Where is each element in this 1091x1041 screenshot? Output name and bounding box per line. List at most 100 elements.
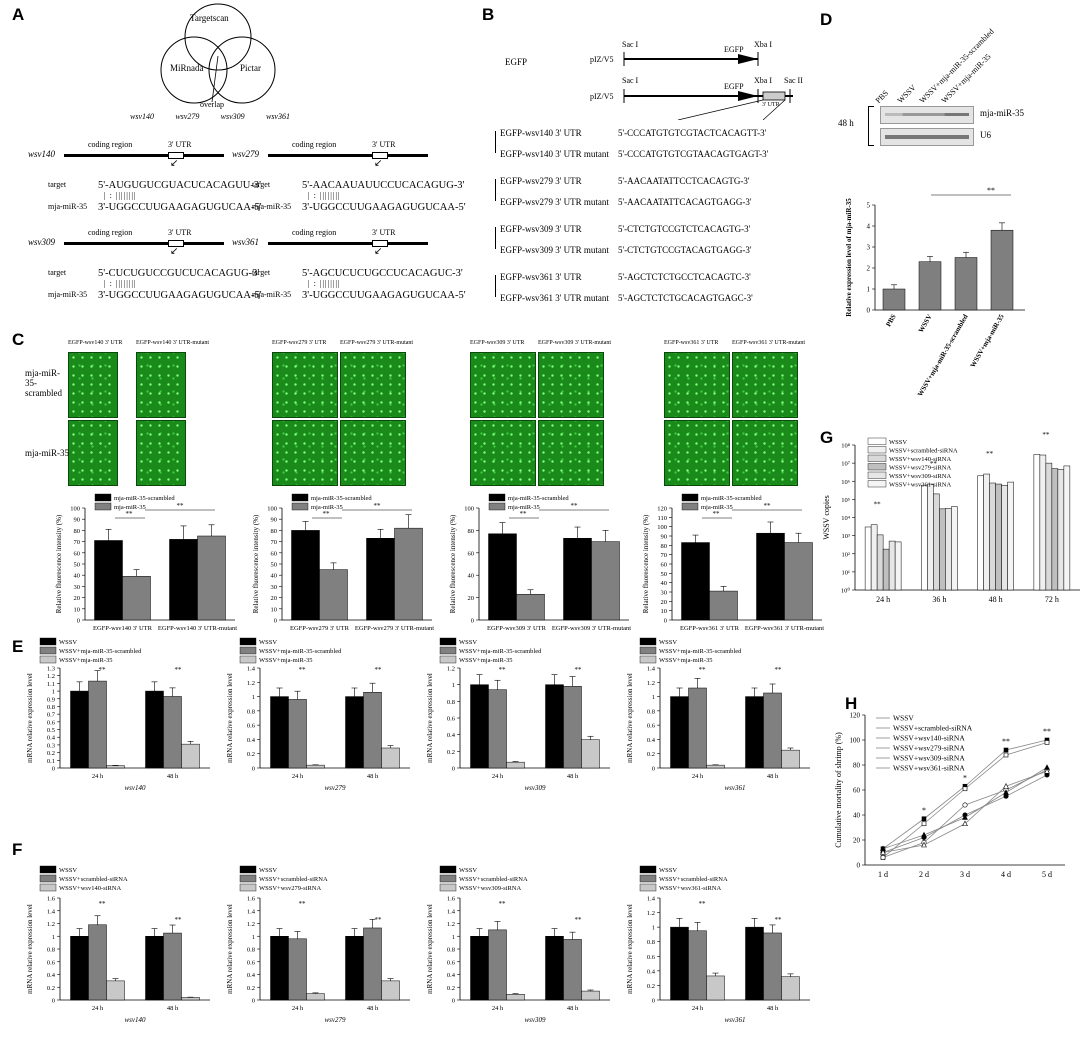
y-tick-label: 10⁸ (841, 443, 851, 450)
sig-mark: ** (874, 501, 882, 509)
legend-swatch (39, 865, 57, 874)
legend-label: mja-miR-35 (701, 504, 733, 511)
blot-bracket (868, 106, 874, 146)
y-tick-label: 1.2 (447, 921, 455, 928)
y-tick-label: 100 (267, 506, 277, 513)
y-tick-label: 0 (77, 618, 80, 625)
micrograph-header: EGFP-wsv279 3' UTR (272, 340, 327, 346)
construct-name: EGFP-wsv279 3' UTR (500, 176, 582, 186)
y-tick-label: 0.6 (447, 959, 456, 966)
legend-swatch (867, 480, 887, 488)
sig-mark: ** (699, 900, 707, 908)
sig-mark: ** (930, 460, 938, 468)
y-axis-label: Relative expression level of mja-miR-35 (845, 198, 853, 317)
y-tick-label: 1.4 (247, 908, 256, 915)
y-tick-label: 0.4 (247, 737, 256, 744)
y-tick-label: 0 (274, 618, 277, 625)
legend-label: WSSV+mja-miR-35 (659, 657, 713, 664)
bar (345, 696, 364, 769)
sig-mark: ** (699, 666, 707, 674)
fluorescence-image (470, 420, 536, 486)
y-tick-label: 1.1 (47, 681, 55, 688)
bar (1063, 465, 1071, 591)
y-tick-label: 10⁰ (841, 587, 851, 595)
x-tick-label: 48 h (567, 773, 579, 780)
x-tick-label: 1 d (878, 870, 888, 879)
sig-mark: ** (177, 502, 185, 510)
y-tick-label: 0.6 (47, 719, 56, 726)
bar (381, 747, 400, 769)
x-axis-label: wsv279 (325, 784, 347, 792)
y-tick-label: 40 (468, 573, 475, 580)
y-axis-label: mRNA relative expression level (226, 904, 234, 994)
bar (763, 932, 782, 1001)
bar (545, 684, 564, 769)
sig-mark: ** (374, 502, 382, 510)
legend-swatch (639, 655, 657, 664)
y-tick-label: 0.4 (247, 972, 256, 979)
y-tick-label: 10³ (842, 533, 851, 540)
bar (88, 924, 107, 1001)
y-tick-label: 0.8 (247, 947, 255, 954)
y-tick-label: 60 (468, 550, 475, 557)
point (1003, 747, 1009, 753)
legend-label: WSSV+wsv309-siRNA (889, 473, 951, 480)
sig-mark: ** (571, 502, 579, 510)
utr-box (168, 152, 184, 159)
legend-swatch (867, 437, 887, 445)
b-vector-bottom: pIZ/V5 (590, 92, 614, 101)
legend-label: mja-miR-35 (508, 504, 540, 511)
legend-label: WSSV+wsv309-siRNA (893, 754, 965, 763)
bar (918, 261, 942, 311)
y-axis-label: Relative fluorescence intensity (%) (55, 514, 63, 613)
x-tick-label: EGFP-wsv279 3' UTR-mutant (355, 625, 434, 632)
arrow-icon: ↙ (170, 158, 179, 169)
x-tick-label: EGFP-wsv279 3' UTR (290, 625, 350, 632)
bar (1051, 468, 1059, 591)
bar (288, 699, 307, 769)
y-tick-label: 60 (853, 787, 861, 795)
sig-mark: ** (1042, 431, 1050, 439)
y-tick-label: 0 (652, 766, 655, 773)
legend-label: WSSV (459, 639, 477, 646)
legend-label: WSSV+wsv361-siRNA (659, 885, 721, 892)
y-tick-label: 10⁶ (841, 479, 850, 486)
y-axis-label: mRNA relative expression level (426, 904, 434, 994)
construct-seq: 5'-AACAATATTCACAGTGAGG-3' (618, 197, 752, 207)
sig-mark: ** (775, 666, 783, 674)
bar (106, 765, 125, 769)
legend-label: WSSV+mja-miR-35 (459, 657, 513, 664)
target-label: target (252, 268, 271, 277)
bar (163, 932, 182, 1001)
utr-box (168, 240, 184, 247)
legend-swatch (439, 865, 457, 874)
bar (670, 926, 689, 1001)
sig-mark: ** (175, 916, 183, 924)
y-tick-label: 80 (661, 543, 668, 550)
legend-swatch (239, 646, 257, 655)
legend-label: WSSV+wsv140-siRNA (893, 734, 965, 743)
legend-swatch (94, 502, 112, 511)
y-tick-label: 100 (657, 524, 667, 531)
y-tick-label: 0.6 (47, 959, 56, 966)
y-tick-label: 0.9 (47, 696, 55, 703)
b-sac1-bottom: Sac I (622, 76, 639, 85)
bar (181, 743, 200, 769)
legend-swatch (39, 646, 57, 655)
construct-seq: 5'-CCCATGTGTCGTAACAGTGAGT-3' (618, 149, 769, 159)
legend-swatch (239, 865, 257, 874)
sig-mark: ** (375, 666, 383, 674)
point (921, 816, 927, 822)
y-axis-label: Relative fluorescence intensity (%) (642, 514, 650, 613)
y-tick-label: 70 (74, 539, 81, 546)
y-tick-label: 80 (271, 528, 278, 535)
coding-region-label: coding region (292, 140, 337, 149)
venn-gene-4: wsv361 (265, 112, 290, 121)
gene-bar (268, 242, 428, 245)
bar (763, 692, 782, 769)
y-tick-label: 30 (271, 584, 278, 591)
y-tick-label: 1 (867, 286, 871, 294)
mir-seq: 3'-UGGCCUUGAAGAGUGUCAA-5' (98, 202, 262, 213)
y-tick-label: 3 (867, 244, 871, 252)
construct-seq: 5'-AGCTCTCTGCACAGTGAGC-3' (618, 293, 753, 303)
